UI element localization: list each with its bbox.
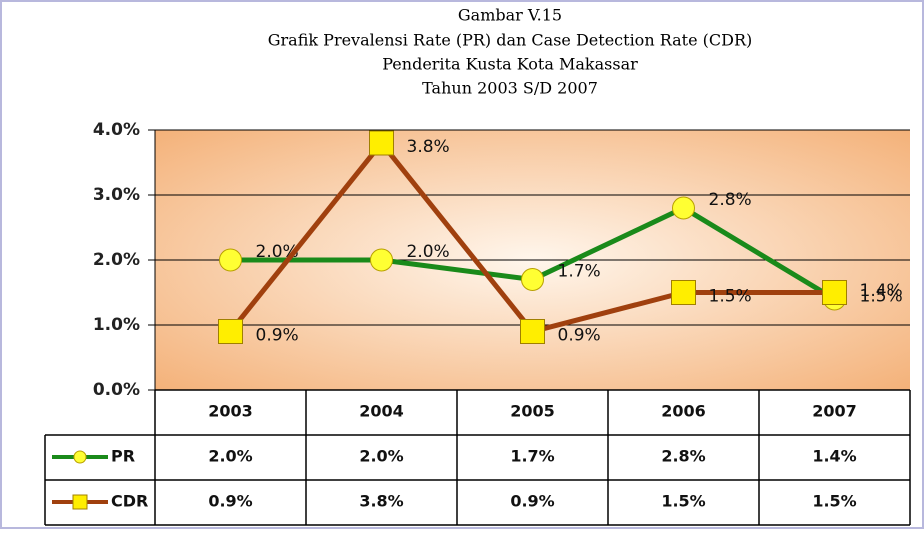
table-cell: 0.9% (208, 492, 252, 511)
y-tick-label: 0.0% (93, 380, 140, 400)
chart-title: Gambar V.15 (458, 6, 562, 25)
x-tick-label: 2007 (812, 402, 857, 421)
data-label: 0.9% (256, 326, 299, 346)
chart-subtitle: Tahun 2003 S/D 2007 (422, 79, 598, 98)
legend-marker (73, 450, 87, 464)
table-cell: 2.0% (208, 447, 252, 466)
table-cell: 2.8% (661, 447, 705, 466)
point (520, 319, 545, 344)
point (218, 319, 243, 344)
table-cell: 1.5% (661, 492, 705, 511)
y-tick-label: 4.0% (93, 120, 140, 140)
data-label: 1.4% (860, 281, 903, 301)
y-tick-label: 1.0% (93, 315, 140, 335)
data-label: 3.8% (407, 137, 450, 157)
point (822, 280, 847, 305)
table-cell: 3.8% (359, 492, 403, 511)
table-cell: 1.5% (812, 492, 856, 511)
point (671, 280, 696, 305)
x-tick-label: 2006 (661, 402, 706, 421)
chart-subtitle: Penderita Kusta Kota Makassar (382, 55, 638, 74)
legend-label: CDR (111, 492, 148, 511)
point (219, 248, 242, 272)
data-label: 1.7% (558, 262, 601, 282)
chart-subtitle: Grafik Prevalensi Rate (PR) dan Case Det… (268, 31, 753, 50)
table-cell: 1.7% (510, 447, 554, 466)
point (672, 196, 695, 220)
x-tick-label: 2005 (510, 402, 555, 421)
data-label: 1.5% (860, 287, 903, 307)
point (369, 130, 394, 156)
x-tick-label: 2003 (208, 402, 253, 421)
data-label: 1.5% (709, 287, 752, 307)
table-cell: 1.4% (812, 447, 856, 466)
y-tick-label: 2.0% (93, 250, 140, 270)
data-label: 2.0% (407, 242, 450, 262)
point (521, 268, 544, 291)
data-label: 0.9% (558, 326, 601, 346)
table-cell: 2.0% (359, 447, 403, 466)
data-label: 2.8% (709, 190, 752, 210)
legend-marker (72, 494, 88, 510)
point (370, 248, 393, 272)
x-tick-label: 2004 (359, 402, 404, 421)
table-cell: 0.9% (510, 492, 554, 511)
y-tick-label: 3.0% (93, 185, 140, 205)
legend-label: PR (111, 447, 135, 466)
